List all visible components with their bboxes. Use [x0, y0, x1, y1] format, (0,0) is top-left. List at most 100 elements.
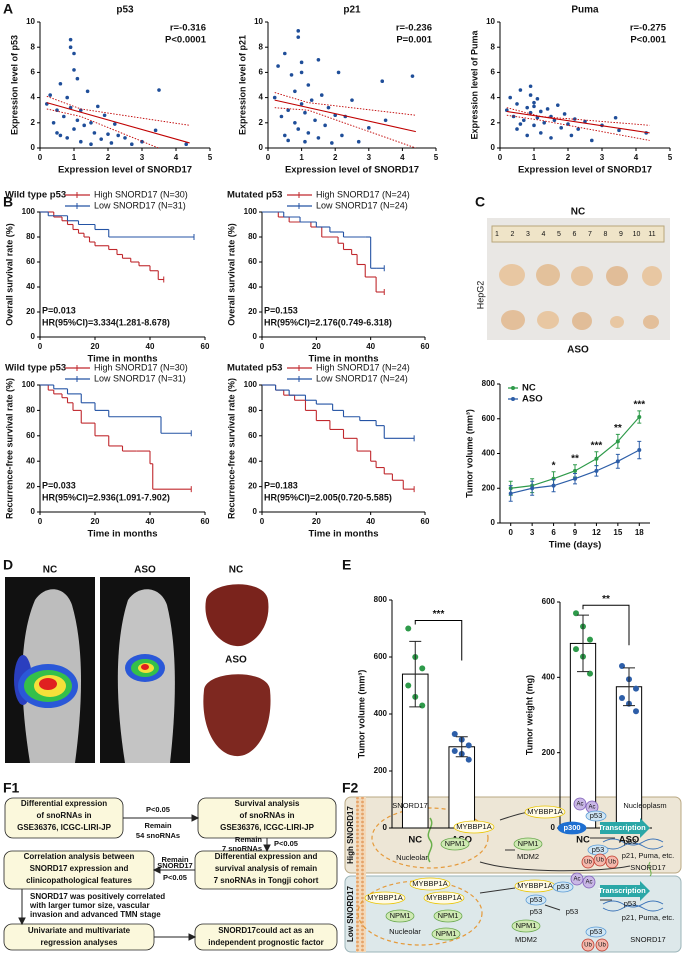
stat-annotation: P=0.183 [264, 480, 298, 490]
legend-label: High SNORD17 (N=30) [94, 362, 188, 372]
ruler-number: 1 [495, 231, 499, 238]
y-tick-label: 100 [244, 207, 258, 216]
x-tick-label: 2 [333, 153, 338, 162]
flowchart-node-text: 7 snoRNAs in Tongji cohort [214, 876, 319, 885]
flowchart-node-text: of snoRNAs in [239, 811, 294, 820]
point-marker [637, 448, 642, 453]
scatter-point [532, 100, 536, 105]
stat-annotation: HR(95%CI)=2.936(1.091-7.902) [42, 492, 170, 502]
scatter-point [296, 127, 301, 131]
y-tick-label: 0 [31, 143, 36, 152]
photo-label: NC [229, 565, 243, 576]
chart-title: Mutated p53 [227, 190, 282, 201]
legend-label: ASO [522, 394, 543, 405]
scatter-point [518, 122, 523, 126]
scatter-point [525, 133, 529, 138]
ruler-number: 3 [526, 231, 530, 238]
significance-mark: *** [633, 400, 645, 411]
molecule [409, 877, 451, 891]
mouse-images [5, 577, 272, 763]
panel-label: C [475, 194, 485, 210]
y-tick-label: 800 [374, 595, 388, 604]
scatter-point [356, 139, 361, 144]
x-axis-label: Time in months [308, 354, 378, 365]
x-tick-label: 6 [551, 528, 556, 537]
scatter-point [116, 133, 120, 138]
flowchart-node-text: of snoRNAs in [36, 811, 91, 820]
scatter-point [309, 98, 314, 102]
data-point [465, 756, 472, 763]
stat-annotation: P=0.001 [396, 35, 432, 46]
panel-label: D [3, 557, 13, 573]
y-tick-label: 20 [26, 482, 35, 491]
x-tick-label: 3 [600, 153, 605, 162]
diagram-label: Transcription [598, 886, 646, 895]
x-tick-label: 40 [366, 342, 375, 351]
photo-label: ASO [225, 655, 247, 666]
edge-label: Remain [144, 821, 172, 830]
scatter-point [303, 110, 307, 115]
scatter-point [79, 139, 83, 144]
legend-swatch [511, 386, 515, 390]
x-axis-label: Time (days) [549, 540, 602, 551]
x-tick-label: 5 [208, 153, 213, 162]
molecule [511, 919, 541, 933]
x-axis-label: Expression level of SNORD17 [58, 165, 192, 176]
data-point [465, 742, 472, 749]
scatter-point [65, 136, 69, 140]
y-tick-label: 0 [551, 823, 556, 832]
diagram-label: SNORD17 [392, 801, 427, 810]
scatter-point [99, 137, 103, 141]
molecule [595, 938, 609, 952]
x-tick-label: 12 [592, 528, 601, 537]
flowchart-node-text: Correlation analysis between [24, 852, 135, 861]
point-marker [530, 486, 535, 491]
y-axis-label: Overall survival rate (%) [4, 223, 14, 326]
scatter-point [72, 127, 76, 131]
x-tick-label: 2 [566, 153, 571, 162]
chart-title: Wild type p53 [5, 363, 66, 374]
flowchart-boxes [3, 797, 338, 951]
edge-label: Remain [161, 855, 189, 864]
ruler-number: 8 [604, 231, 608, 238]
diagram-label: p53 [530, 907, 543, 916]
scatter-point [306, 131, 311, 135]
scatter-point [539, 131, 543, 135]
legend-label: NC [522, 383, 536, 394]
flowchart-note: invasion and advanced TMN stage [30, 910, 161, 919]
edge-label: Remain [235, 835, 263, 844]
edge-label: SNORD17 [157, 861, 192, 870]
scatter-point [515, 127, 519, 131]
x-tick-label: 20 [91, 517, 100, 526]
diagram-label: MYBBP1A [426, 893, 461, 902]
stat-annotation: P<0.0001 [165, 35, 207, 46]
transcription-arrow [600, 881, 650, 901]
x-tick-label: 9 [573, 528, 578, 537]
scatter-point [367, 126, 371, 130]
x-tick-label: 3 [530, 528, 535, 537]
fit-line [46, 102, 190, 144]
scatter-point [299, 70, 304, 75]
x-tick-label: 0 [260, 342, 265, 351]
diagram-label: p53 [624, 899, 637, 908]
data-point [633, 708, 639, 715]
x-tick-label: 0 [266, 153, 271, 162]
diagram-label: MYBBP1A [456, 822, 491, 831]
significance-bracket [414, 620, 463, 661]
x-tick-label: 1 [532, 153, 537, 162]
x-axis-label: Time in months [87, 529, 157, 540]
scatter-point [316, 136, 321, 140]
error-bar [577, 614, 589, 673]
x-tick-label: 40 [366, 517, 375, 526]
y-axis-label: Overall survival rate (%) [226, 223, 236, 326]
molecule [585, 926, 607, 938]
ruler-number: 11 [648, 231, 655, 238]
x-tick-label: 60 [421, 342, 430, 351]
y-axis-label: Tumor volume (mm³) [464, 409, 474, 498]
scatter-point [102, 113, 107, 118]
stat-annotation: P=0.013 [42, 305, 76, 315]
molecule [552, 881, 574, 893]
point-marker [615, 439, 620, 444]
y-tick-label: 8 [259, 42, 264, 51]
flowchart-node-text: SNORD17could act as an [218, 926, 314, 935]
